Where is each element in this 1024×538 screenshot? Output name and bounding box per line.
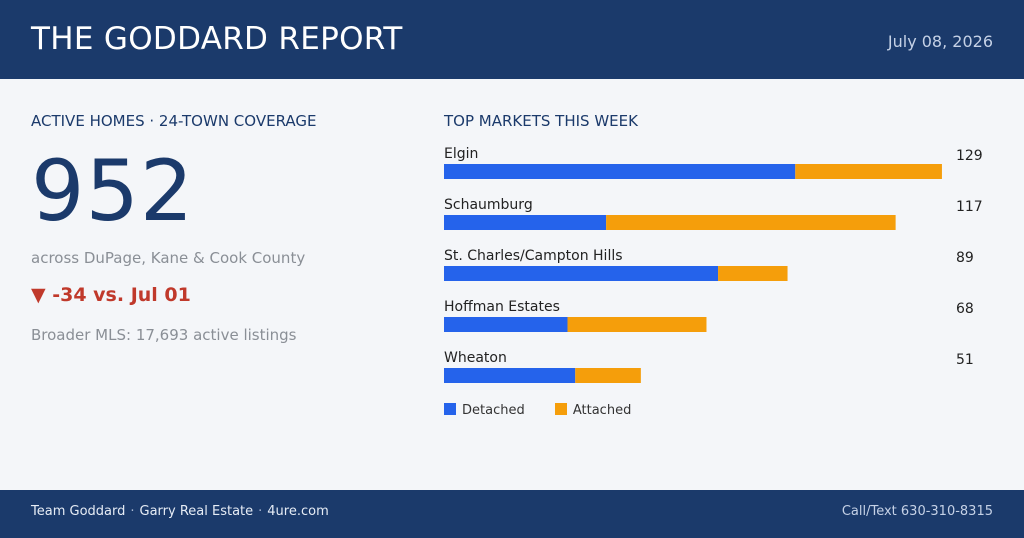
total-label-st-charles-campton-hills: 89 xyxy=(956,250,974,266)
legend-label-detached: Detached xyxy=(462,403,525,418)
category-label-wheaton: Wheaton xyxy=(444,350,507,366)
weekly-change: ▼ -34 vs. Jul 01 xyxy=(31,284,191,306)
chart-legend: Detached Attached xyxy=(444,403,657,419)
report-footer: Team Goddard · Garry Real Estate · 4ure.com … xyxy=(0,490,1024,538)
report-date: July 08, 2026 xyxy=(887,32,993,51)
active-homes-count: 952 xyxy=(31,142,195,240)
footer-separator: · xyxy=(258,504,263,519)
footer-team: Team Goddard xyxy=(31,504,126,519)
chart-title: TOP MARKETS THIS WEEK xyxy=(444,112,638,130)
bar-detached-wheaton xyxy=(444,368,576,383)
bar-attached-hoffman-estates xyxy=(567,317,707,332)
footer-contact: Call/Text 630-310-8315 xyxy=(841,504,993,519)
total-label-wheaton: 51 xyxy=(956,352,974,368)
broader-mls-text: Broader MLS: 17,693 active listings xyxy=(31,326,297,344)
legend-swatch-attached xyxy=(554,403,567,415)
report-header: THE GODDARD REPORT July 08, 2026 xyxy=(0,0,1024,79)
legend-item-detached: Detached xyxy=(444,403,525,419)
category-label-schaumburg: Schaumburg xyxy=(444,197,533,213)
bar-detached-elgin xyxy=(444,164,796,179)
category-label-elgin: Elgin xyxy=(444,146,478,162)
legend-item-attached: Attached xyxy=(554,403,632,419)
footer-credits: Team Goddard · Garry Real Estate · 4ure.com xyxy=(31,503,329,521)
footer-brokerage: Garry Real Estate xyxy=(139,504,254,519)
category-label-hoffman-estates: Hoffman Estates xyxy=(444,299,560,315)
total-label-elgin: 129 xyxy=(956,148,983,164)
bar-attached-wheaton xyxy=(575,368,641,383)
bar-detached-st-charles-campton-hills xyxy=(444,266,719,281)
bar-attached-elgin xyxy=(795,164,942,179)
kpi-label: ACTIVE HOMES · 24-TOWN COVERAGE xyxy=(31,112,317,130)
footer-separator: · xyxy=(130,504,135,519)
kpi-coverage-text: across DuPage, Kane & Cook County xyxy=(31,249,306,267)
total-label-hoffman-estates: 68 xyxy=(956,301,974,317)
report-title: THE GODDARD REPORT xyxy=(31,21,403,57)
footer-website-link[interactable]: 4ure.com xyxy=(267,504,329,519)
category-label-st-charles-campton-hills: St. Charles/Campton Hills xyxy=(444,248,623,264)
bar-attached-st-charles-campton-hills xyxy=(718,266,788,281)
legend-label-attached: Attached xyxy=(572,403,632,418)
bar-attached-schaumburg xyxy=(606,215,896,230)
total-label-schaumburg: 117 xyxy=(956,199,983,215)
bar-detached-hoffman-estates xyxy=(444,317,568,332)
bar-detached-schaumburg xyxy=(444,215,607,230)
legend-swatch-detached xyxy=(444,403,456,415)
